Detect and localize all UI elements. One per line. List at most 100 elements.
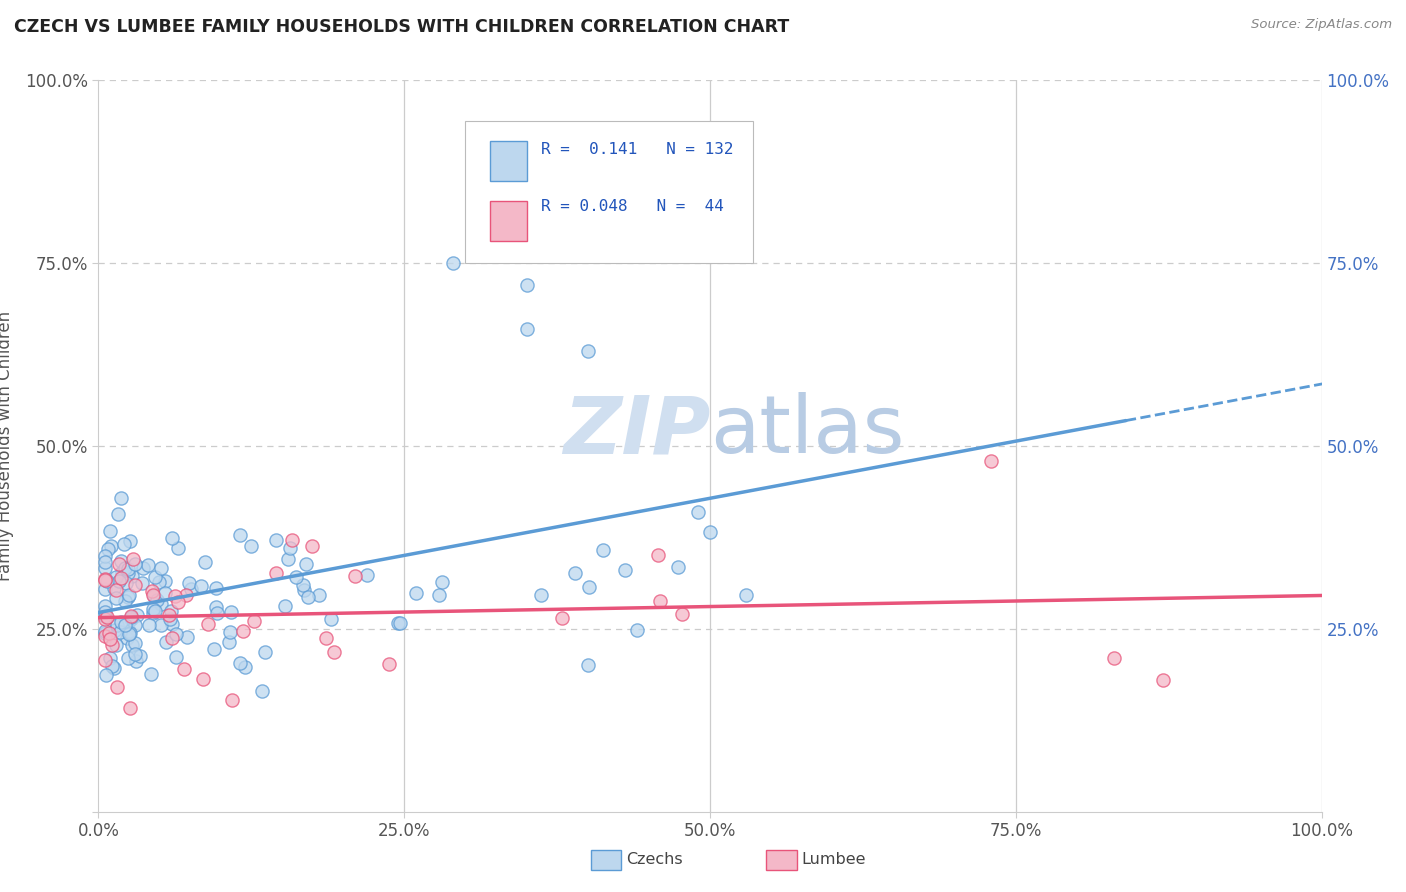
Point xyxy=(387,616,409,631)
Text: Lumbee: Lumbee xyxy=(801,853,866,867)
Point xyxy=(97,541,120,556)
Point xyxy=(295,557,318,571)
Point xyxy=(229,656,252,670)
Point xyxy=(142,589,165,603)
Point xyxy=(157,607,180,622)
Point xyxy=(114,618,136,632)
Point xyxy=(94,555,117,569)
Point xyxy=(114,594,136,608)
Point xyxy=(650,593,672,607)
Point xyxy=(105,617,128,632)
Point xyxy=(322,645,344,659)
Point xyxy=(207,606,229,620)
Point xyxy=(315,631,337,645)
Point xyxy=(180,582,202,597)
Text: R =  0.141   N = 132: R = 0.141 N = 132 xyxy=(541,143,734,158)
Point xyxy=(592,542,614,557)
Point xyxy=(626,623,648,637)
Point xyxy=(205,600,228,615)
Point xyxy=(427,588,450,602)
Point xyxy=(120,701,142,715)
Point xyxy=(197,616,219,631)
Bar xyxy=(489,141,526,181)
Point xyxy=(530,588,553,602)
Point xyxy=(686,505,709,519)
Point xyxy=(93,605,115,619)
Point xyxy=(191,672,214,686)
Point xyxy=(124,648,146,662)
Point xyxy=(281,533,304,548)
Point xyxy=(108,557,131,571)
Point xyxy=(378,657,401,671)
Point xyxy=(980,453,1002,467)
Point xyxy=(100,638,122,652)
Point xyxy=(292,583,315,598)
Point xyxy=(264,566,287,580)
Point xyxy=(100,539,122,553)
Point xyxy=(233,660,256,674)
Text: R = 0.048   N =  44: R = 0.048 N = 44 xyxy=(541,199,724,214)
Point xyxy=(405,586,427,600)
Point xyxy=(93,573,115,587)
Point xyxy=(515,278,537,293)
Point xyxy=(105,680,128,694)
Point xyxy=(165,650,187,665)
Point xyxy=(117,588,139,602)
Point xyxy=(202,641,225,656)
Point xyxy=(124,618,146,632)
Point xyxy=(120,612,142,626)
Point xyxy=(671,607,693,621)
Point xyxy=(120,610,142,624)
Point xyxy=(139,667,162,681)
Point xyxy=(104,591,127,605)
Point xyxy=(149,561,172,575)
Point xyxy=(94,668,117,682)
Point xyxy=(150,618,173,632)
Point xyxy=(441,256,464,270)
Point xyxy=(108,625,131,640)
Point xyxy=(105,638,128,652)
Point xyxy=(93,572,115,586)
Point xyxy=(666,560,689,574)
Point xyxy=(110,491,132,505)
Point xyxy=(129,649,152,664)
Text: Source: ZipAtlas.com: Source: ZipAtlas.com xyxy=(1251,18,1392,31)
Point xyxy=(143,604,166,618)
Point xyxy=(100,659,122,673)
Point xyxy=(1152,673,1174,687)
Point xyxy=(155,635,177,649)
Point xyxy=(138,617,160,632)
Point xyxy=(218,634,240,648)
Point xyxy=(388,615,411,630)
Point xyxy=(515,322,537,336)
Point xyxy=(117,566,139,581)
Point xyxy=(647,548,669,562)
Point xyxy=(194,556,217,570)
Point xyxy=(108,574,131,589)
Point xyxy=(125,654,148,668)
Point xyxy=(145,593,167,607)
Point xyxy=(124,636,146,650)
Point xyxy=(277,552,299,566)
Point xyxy=(149,597,172,611)
Point xyxy=(94,561,117,575)
Point xyxy=(98,632,121,647)
Point xyxy=(121,552,143,566)
Point xyxy=(124,557,146,571)
Point xyxy=(114,537,136,551)
Point xyxy=(93,549,115,563)
Point xyxy=(110,571,132,585)
Point xyxy=(118,626,141,640)
Point xyxy=(308,588,330,602)
Point xyxy=(114,576,136,591)
Point xyxy=(93,653,115,667)
Y-axis label: Family Households with Children: Family Households with Children xyxy=(0,311,14,581)
Point xyxy=(93,624,115,639)
Point xyxy=(93,612,115,626)
Point xyxy=(96,610,118,624)
Point xyxy=(160,604,183,618)
Point xyxy=(124,578,146,592)
Point xyxy=(98,524,121,538)
Point xyxy=(110,615,132,629)
Point xyxy=(229,528,252,542)
